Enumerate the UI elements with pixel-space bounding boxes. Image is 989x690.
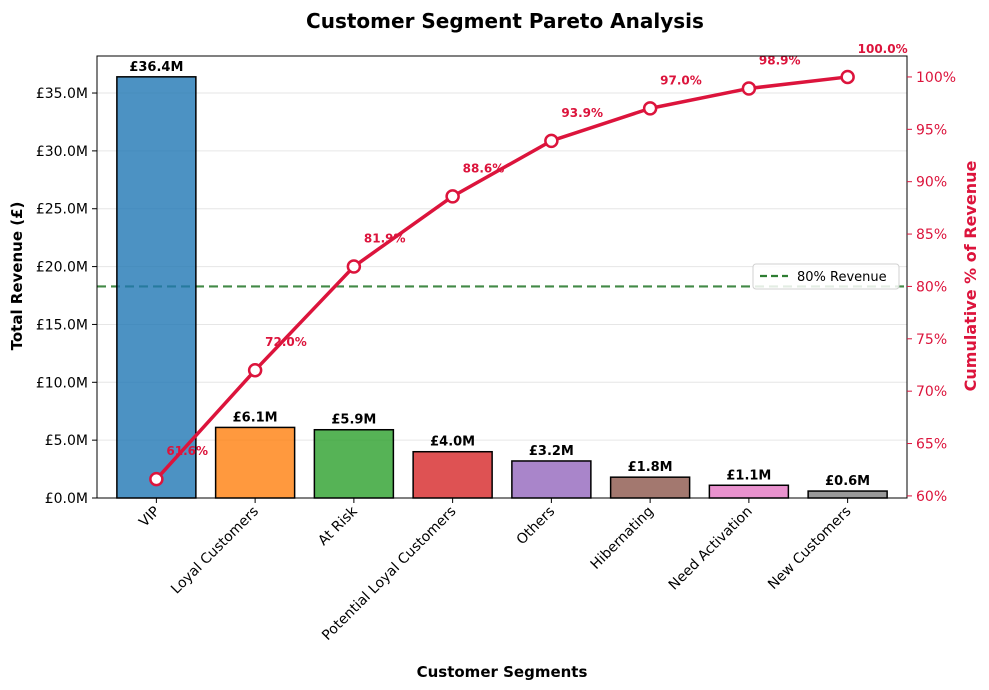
- bar: [609, 476, 691, 499]
- bar: [511, 460, 592, 499]
- cumulative-point: [149, 471, 164, 487]
- cumulative-point: [247, 362, 263, 378]
- bar-value-label: £3.2M: [529, 444, 574, 459]
- bar-value-label: £5.9M: [331, 413, 376, 428]
- bar-value-label: £36.4M: [129, 60, 183, 75]
- y-tick-label: £30.0M: [36, 144, 88, 160]
- cumulative-point: [544, 133, 559, 149]
- bar-value-label: £0.6M: [825, 474, 870, 489]
- cumulative-value-label: 72.0%: [265, 335, 307, 349]
- bar-labels-group: £36.4M £6.1M £5.9M £4.0M £3.2M £1.8M £1.1M £0.6…: [129, 60, 870, 489]
- y2-tick-label: 95%: [916, 122, 947, 138]
- y-tick-label: £25.0M: [36, 202, 88, 218]
- legend-box: [752, 263, 900, 290]
- x-tick-label: Loyal Customers: [168, 504, 262, 598]
- y2-axis-label: Cumulative % of Revenue: [961, 161, 980, 392]
- x-tick-label: Need Activation: [666, 504, 756, 594]
- y2-tick-label: 100%: [916, 70, 956, 86]
- y-tick-label: £35.0M: [36, 86, 88, 102]
- cumulative-line-group: 61.6% 72.0% 81.9% 88.6% 93.9% 97.0% 98.9% 100.0…: [149, 42, 908, 487]
- cumulative-point: [445, 189, 460, 204]
- bar-value-label: £4.0M: [430, 435, 475, 450]
- x-tick-label: New Customers: [765, 504, 854, 593]
- legend-label: 80% Revenue: [797, 270, 887, 285]
- chart-title: Customer Segment Pareto Analysis: [306, 9, 704, 33]
- y2-tick-label: 80%: [916, 279, 947, 295]
- bar-value-label: £1.8M: [628, 460, 673, 475]
- y-axis-label: Total Revenue (£): [8, 202, 26, 351]
- plot-frame: [96, 55, 908, 499]
- cumulative-point: [642, 101, 658, 116]
- bar: [313, 428, 395, 499]
- y2-tick-label: 90%: [916, 175, 947, 191]
- x-tick-label: Hibernating: [588, 504, 657, 573]
- cumulative-value-label: 88.6%: [463, 161, 505, 175]
- bar-value-label: £6.1M: [233, 410, 278, 425]
- y-tick-label: £15.0M: [36, 317, 88, 333]
- y2-tick-label: 70%: [916, 384, 947, 400]
- bar: [708, 484, 790, 499]
- y-tick-label: £20.0M: [36, 260, 88, 276]
- cumulative-value-label: 61.6%: [166, 444, 208, 458]
- x-axis-label: Customer Segments: [417, 663, 588, 681]
- cumulative-point: [840, 69, 855, 85]
- y2-tick-label: 75%: [916, 332, 947, 348]
- bars-group: [116, 76, 888, 499]
- x-tick-label: At Risk: [315, 503, 361, 549]
- x-tick-label: Others: [514, 504, 559, 549]
- bar: [116, 76, 197, 499]
- cumulative-line: [155, 75, 848, 481]
- cumulative-value-label: 81.9%: [364, 232, 406, 246]
- bar-value-label: £1.1M: [726, 468, 771, 483]
- legend: 80% Revenue: [752, 263, 900, 290]
- cumulative-value-label: 93.9%: [561, 106, 603, 120]
- y-tick-label: £5.0M: [45, 433, 88, 449]
- cumulative-value-label: 97.0%: [660, 73, 702, 87]
- cumulative-point: [346, 259, 362, 274]
- bar: [214, 426, 296, 499]
- y2-tick-label: 65%: [916, 437, 947, 453]
- y-tick-label: £0.0M: [45, 491, 88, 507]
- x-tick-label: VIP: [136, 504, 163, 531]
- cumulative-value-label: 98.9%: [759, 53, 801, 67]
- bar: [807, 490, 888, 499]
- cumulative-point: [741, 81, 757, 96]
- bar: [412, 450, 493, 499]
- y-tick-label: £10.0M: [36, 375, 88, 391]
- y2-tick-label: 60%: [916, 489, 947, 505]
- cumulative-value-label: 100.0%: [858, 42, 908, 56]
- y2-tick-label: 85%: [916, 227, 947, 243]
